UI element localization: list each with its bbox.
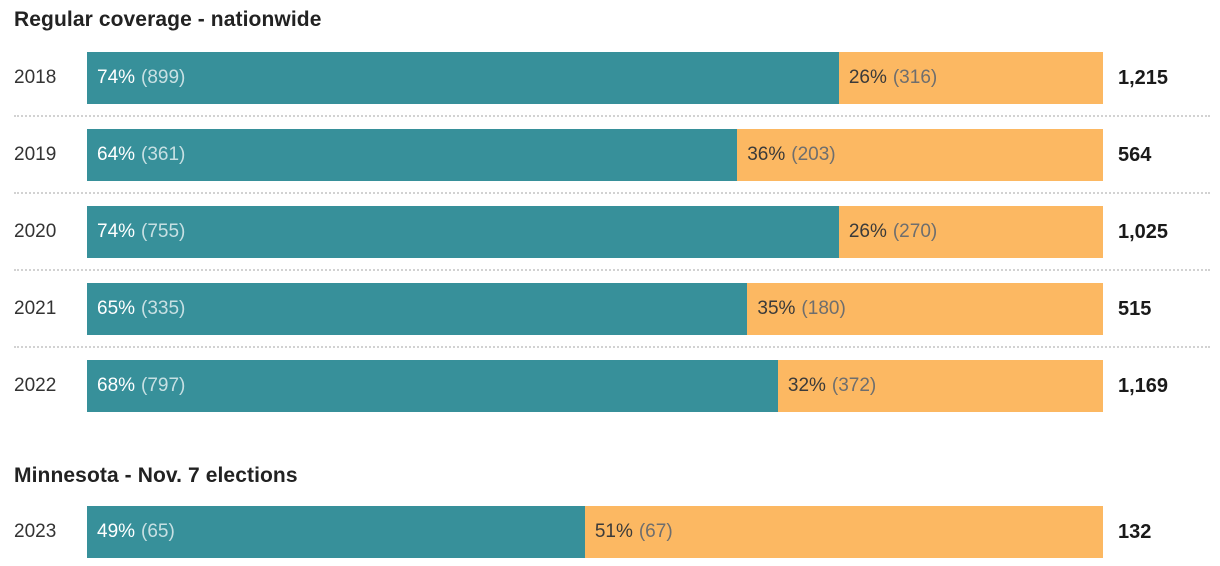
bar-row-2022: 2022 68% (797) 32% (372) 1,169 <box>14 360 1220 412</box>
stacked-bar: 74% (899) 26% (316) <box>87 52 1103 104</box>
segment-percent: 49% <box>97 521 136 542</box>
year-label: 2021 <box>14 298 57 319</box>
segment-percent: 36% <box>747 144 786 165</box>
stacked-bar: 64% (361) 36% (203) <box>87 129 1103 181</box>
segment-percent: 26% <box>848 67 887 88</box>
row-total: 1,169 <box>1118 374 1169 397</box>
bar-row-2018: 2018 74% (899) 26% (316) 1,215 <box>14 52 1220 104</box>
segment-count: (372) <box>831 375 877 396</box>
bar-row-2021: 2021 65% (335) 35% (180) 515 <box>14 283 1220 335</box>
segment-percent: 32% <box>787 375 826 396</box>
year-label: 2022 <box>14 375 57 396</box>
segment-count: (755) <box>141 221 186 242</box>
segment-count: (335) <box>141 298 186 319</box>
bar-segment-teal: 74% (899) <box>87 52 839 104</box>
stacked-bar: 65% (335) 35% (180) <box>87 283 1103 335</box>
row-total: 1,025 <box>1118 220 1169 243</box>
segment-percent: 68% <box>97 375 136 396</box>
section-title-minnesota: Minnesota - Nov. 7 elections <box>14 464 298 487</box>
bar-segment-orange: 26% (270) <box>838 206 1103 258</box>
year-label: 2019 <box>14 144 57 165</box>
row-total: 564 <box>1118 143 1152 166</box>
stacked-bar: 68% (797) 32% (372) <box>87 360 1103 412</box>
year-label: 2020 <box>14 221 57 242</box>
bar-segment-teal: 74% (755) <box>87 206 839 258</box>
stacked-bar: 49% (65) 51% (67) <box>87 506 1103 558</box>
segment-count: (797) <box>141 375 186 396</box>
row-separator <box>14 346 1210 348</box>
segment-count: (361) <box>141 144 186 165</box>
row-total: 1,215 <box>1118 66 1169 89</box>
bar-row-2019: 2019 64% (361) 36% (203) 564 <box>14 129 1220 181</box>
stacked-bar: 74% (755) 26% (270) <box>87 206 1103 258</box>
bar-segment-orange: 32% (372) <box>777 360 1103 412</box>
row-separator <box>14 192 1210 194</box>
segment-percent: 74% <box>97 67 136 88</box>
bar-segment-teal: 65% (335) <box>87 283 748 335</box>
segment-percent: 65% <box>97 298 136 319</box>
bar-row-2023: 2023 49% (65) 51% (67) 132 <box>14 506 1220 558</box>
year-label: 2023 <box>14 521 57 542</box>
segment-count: (270) <box>892 221 938 242</box>
bar-segment-orange: 51% (67) <box>584 506 1103 558</box>
row-total: 515 <box>1118 297 1152 320</box>
segment-percent: 51% <box>594 521 633 542</box>
bar-segment-teal: 68% (797) <box>87 360 778 412</box>
bar-segment-teal: 64% (361) <box>87 129 738 181</box>
bar-segment-teal: 49% (65) <box>87 506 585 558</box>
row-total: 132 <box>1118 520 1152 543</box>
row-separator <box>14 269 1210 271</box>
bar-segment-orange: 26% (316) <box>838 52 1103 104</box>
bar-row-2020: 2020 74% (755) 26% (270) 1,025 <box>14 206 1220 258</box>
segment-count: (899) <box>141 67 186 88</box>
segment-percent: 64% <box>97 144 136 165</box>
segment-percent: 35% <box>757 298 796 319</box>
segment-percent: 74% <box>97 221 136 242</box>
segment-count: (180) <box>801 298 846 319</box>
segment-count: (203) <box>791 144 836 165</box>
segment-count: (67) <box>638 521 673 542</box>
segment-count: (316) <box>892 67 938 88</box>
bar-segment-orange: 35% (180) <box>747 283 1103 335</box>
bar-segment-orange: 36% (203) <box>737 129 1103 181</box>
section-title-nationwide: Regular coverage - nationwide <box>14 8 322 31</box>
segment-percent: 26% <box>848 221 887 242</box>
year-label: 2018 <box>14 67 57 88</box>
row-separator <box>14 115 1210 117</box>
segment-count: (65) <box>141 521 175 542</box>
